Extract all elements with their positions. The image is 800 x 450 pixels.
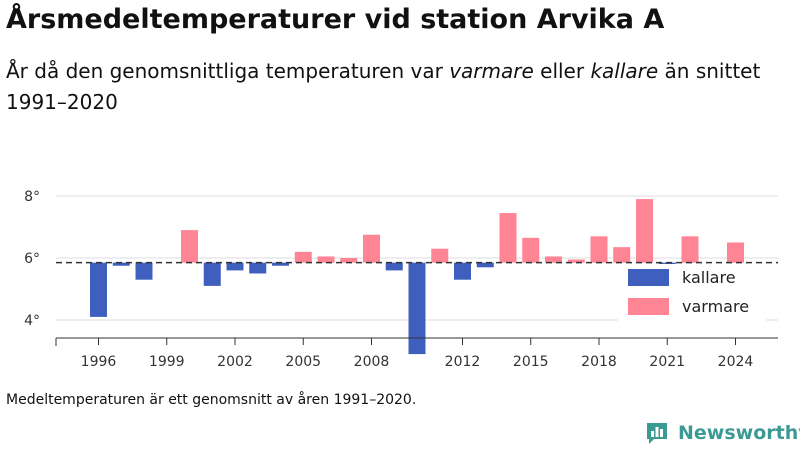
brand-logo: Newsworthy xyxy=(644,420,800,446)
footnote: Medeltemperaturen är ett genomsnitt av å… xyxy=(6,392,417,408)
bar-2020 xyxy=(636,199,653,263)
legend-swatch-varmare xyxy=(628,298,669,315)
chart-subtitle: År då den genomsnittliga temperaturen va… xyxy=(6,56,786,118)
subtitle-cold-word: kallare xyxy=(590,59,659,83)
bar-2024 xyxy=(727,242,744,263)
bar-1998 xyxy=(135,262,153,280)
x-tick-label: 2021 xyxy=(649,354,685,370)
bar-2008 xyxy=(363,234,380,263)
x-tick-label: 2018 xyxy=(581,354,617,370)
x-tick-label: 2015 xyxy=(513,354,549,370)
bar-2007 xyxy=(340,258,358,263)
bar-2011 xyxy=(431,248,449,263)
newsworthy-logo-icon xyxy=(647,423,667,444)
y-tick-label: 6° xyxy=(24,251,40,267)
x-tick-label: 1996 xyxy=(81,354,117,370)
x-tick-label: 1999 xyxy=(149,354,185,370)
y-tick-label: 4° xyxy=(24,313,40,329)
x-tick-label: 2012 xyxy=(445,354,481,370)
bar-2022 xyxy=(681,236,699,263)
bar-1996 xyxy=(90,262,107,317)
bar-2010 xyxy=(408,262,426,355)
bar-2019 xyxy=(613,247,631,263)
bar-2018 xyxy=(590,236,608,263)
bar-2004 xyxy=(272,262,289,266)
bar-2002 xyxy=(226,262,244,271)
legend-label-varmare: varmare xyxy=(682,297,749,316)
subtitle-text-3: än snittet 1991–2020 xyxy=(6,59,761,114)
bar-2012 xyxy=(454,262,471,280)
subtitle-text-1: År då den genomsnittliga temperaturen va… xyxy=(6,59,450,83)
bar-2014 xyxy=(499,213,517,263)
bar-1997 xyxy=(112,262,130,266)
bar-2016 xyxy=(545,256,562,263)
legend-label-kallare: kallare xyxy=(682,268,736,287)
x-tick-label: 2024 xyxy=(718,354,754,370)
x-tick-label: 2005 xyxy=(285,354,321,370)
bar-2005 xyxy=(294,251,312,263)
bar-2021 xyxy=(658,262,676,265)
bar-2003 xyxy=(249,262,267,274)
temperature-bar-chart: 4° 6° 8° 1996 1999 2002 2005 2008 2012 2015 2018 20… xyxy=(24,189,778,370)
bar-2006 xyxy=(317,256,335,263)
subtitle-text-2: eller xyxy=(533,59,591,83)
bar-2000 xyxy=(181,230,198,263)
subtitle-warm-word: varmare xyxy=(449,59,534,83)
x-tick-label: 2008 xyxy=(354,354,390,370)
bar-2009 xyxy=(385,262,403,271)
bar-2013 xyxy=(476,262,494,268)
bar-2017 xyxy=(567,259,585,263)
legend-swatch-kallare xyxy=(628,269,669,286)
page-title: Årsmedeltemperaturer vid station Arvika … xyxy=(6,4,665,35)
brand-name: Newsworthy xyxy=(678,422,800,444)
bar-2001 xyxy=(203,262,221,286)
x-tick-label: 2002 xyxy=(217,354,253,370)
y-tick-label: 8° xyxy=(24,189,40,205)
bar-2015 xyxy=(522,237,540,263)
